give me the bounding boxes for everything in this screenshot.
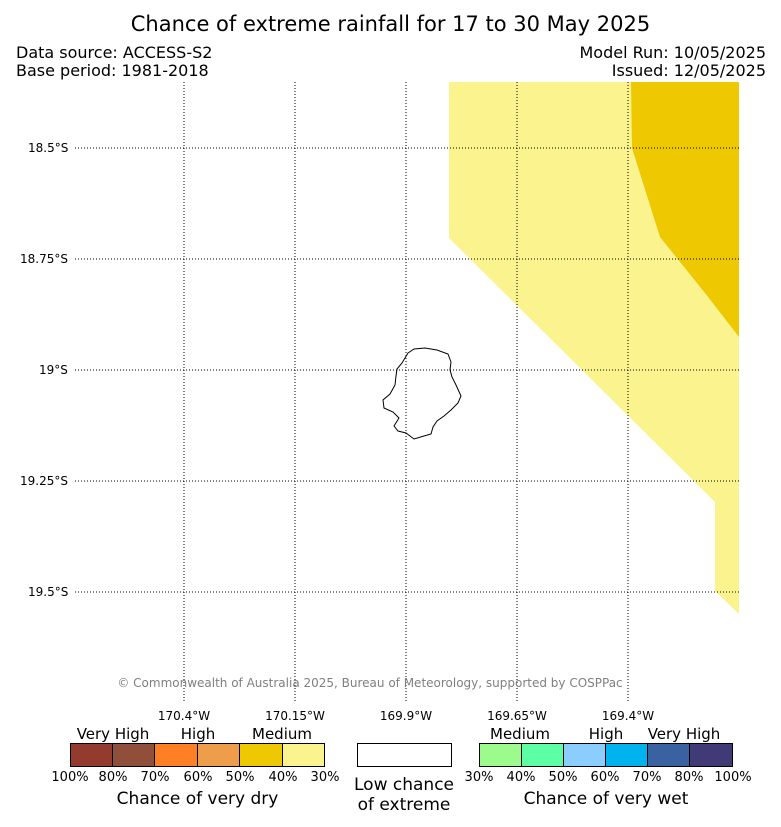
base-period-label: Base period: 1981-2018 — [16, 61, 209, 80]
lon-label: 170.15°W — [265, 709, 325, 723]
data-source-label: Data source: ACCESS-S2 — [16, 43, 213, 62]
lon-label: 170.4°W — [157, 709, 211, 723]
wet-category-high: High — [588, 725, 624, 743]
dry-tick: 70% — [140, 770, 170, 785]
lat-label: 18.75°S — [20, 252, 68, 266]
dry-tick: 50% — [225, 770, 255, 785]
dry-swatch-70-80 — [113, 743, 155, 767]
dry-swatch-50-60 — [198, 743, 240, 767]
wet-tick: 60% — [590, 770, 620, 785]
issued-label: Issued: 12/05/2025 — [611, 61, 766, 80]
dry-tick: 40% — [268, 770, 298, 785]
lat-label: 19.25°S — [20, 474, 68, 488]
low-chance-swatch — [357, 743, 452, 767]
wet-tick: 80% — [674, 770, 704, 785]
wet-swatch-60-70 — [606, 743, 648, 767]
low-chance-caption-line2: of extreme — [357, 795, 451, 815]
lon-label: 169.9°W — [379, 709, 433, 723]
dry-category-medium: Medium — [252, 725, 312, 743]
low-chance-caption-line1: Low chance — [354, 775, 454, 795]
lat-label: 19.5°S — [28, 585, 69, 599]
wet-category-medium: Medium — [490, 725, 550, 743]
dry-swatch-60-70 — [155, 743, 198, 767]
dry-category-high: High — [180, 725, 216, 743]
wet-tick: 70% — [632, 770, 662, 785]
lat-label: 18.5°S — [28, 141, 69, 155]
region-very-dry-40-50 — [631, 82, 739, 337]
dry-tick: 100% — [51, 770, 89, 785]
dry-swatch-40-50 — [240, 743, 283, 767]
wet-swatch-40-50 — [522, 743, 564, 767]
dry-swatch-80-100 — [70, 743, 113, 767]
dry-caption: Chance of very dry — [116, 789, 279, 809]
wet-swatch-30-40 — [479, 743, 522, 767]
dry-category-very-high: Very High — [76, 725, 150, 743]
wet-swatch-80-100 — [690, 743, 733, 767]
chart-title: Chance of extreme rainfall for 17 to 30 … — [130, 12, 651, 36]
wet-tick: 40% — [506, 770, 536, 785]
copyright-credit: © Commonwealth of Australia 2025, Bureau… — [117, 676, 623, 690]
model-run-label: Model Run: 10/05/2025 — [579, 43, 767, 62]
wet-tick: 30% — [464, 770, 494, 785]
dry-swatch-30-40 — [283, 743, 325, 767]
lat-label: 19°S — [39, 363, 68, 377]
wet-category-very-high: Very High — [647, 725, 721, 743]
wet-caption: Chance of very wet — [523, 789, 689, 809]
wet-swatch-70-80 — [648, 743, 690, 767]
wet-tick: 100% — [714, 770, 752, 785]
wet-colorbar-frame — [479, 743, 733, 767]
dry-tick: 80% — [98, 770, 128, 785]
dry-tick: 60% — [183, 770, 213, 785]
dry-tick: 30% — [310, 770, 340, 785]
wet-swatch-50-60 — [564, 743, 606, 767]
lon-label: 169.4°W — [601, 709, 655, 723]
wet-tick: 50% — [548, 770, 578, 785]
lon-label: 169.65°W — [487, 709, 547, 723]
dry-colorbar-frame — [70, 743, 325, 767]
island-outline — [382, 347, 462, 440]
